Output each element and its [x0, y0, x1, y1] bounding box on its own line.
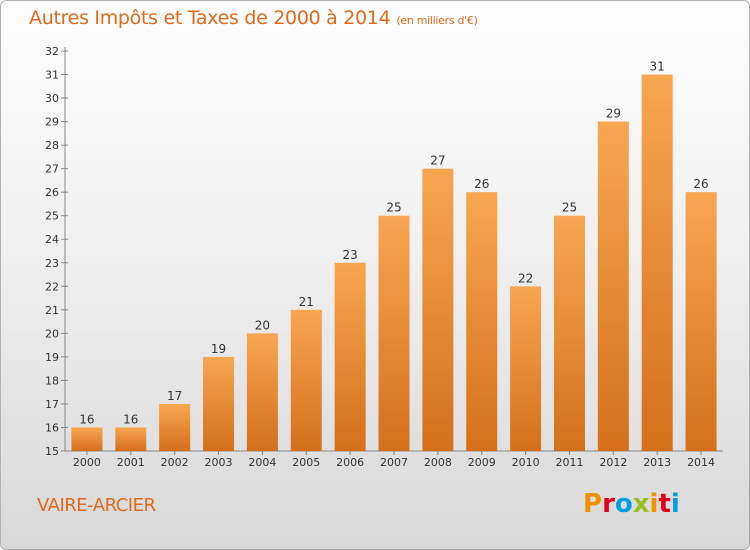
bar	[334, 262, 366, 451]
y-tick-label: 16	[45, 421, 59, 434]
x-tick-label: 2004	[248, 456, 276, 469]
x-tick-label: 2002	[161, 456, 189, 469]
bar-value-label: 23	[342, 248, 357, 262]
y-tick-label: 15	[45, 445, 59, 458]
chart-title: Autres Impôts et Taxes de 2000 à 2014 (en…	[29, 7, 478, 29]
bar	[553, 215, 585, 451]
y-tick-label: 31	[45, 69, 59, 82]
x-tick-label: 2005	[292, 456, 320, 469]
y-tick-label: 26	[45, 186, 59, 199]
bar-value-label: 17	[167, 389, 182, 403]
chart-title-text: Autres Impôts et Taxes de 2000 à 2014	[29, 7, 391, 29]
y-tick-label: 27	[45, 163, 59, 176]
x-tick-label: 2011	[555, 456, 583, 469]
x-tick-label: 2012	[599, 456, 627, 469]
bar	[290, 309, 322, 451]
bar	[597, 121, 629, 452]
y-tick-label: 18	[45, 374, 59, 387]
bar-value-label: 20	[255, 318, 270, 332]
bar-value-label: 25	[386, 201, 401, 215]
bar	[466, 192, 498, 452]
x-tick-label: 2014	[687, 456, 715, 469]
bar-value-label: 21	[299, 295, 314, 309]
chart-labels: 16 2000 16 2001 17 2002 19 2003 20 2004 21 2005 23 20…	[73, 60, 715, 469]
bar-value-label: 22	[518, 271, 533, 285]
y-tick-label: 29	[45, 116, 59, 129]
bar	[378, 215, 410, 451]
y-tick-label: 21	[45, 304, 59, 317]
bar	[159, 403, 191, 451]
x-tick-label: 2009	[468, 456, 496, 469]
bar-value-label: 27	[430, 154, 445, 168]
y-tick-label: 24	[45, 233, 59, 246]
bar	[71, 427, 103, 451]
x-tick-label: 2013	[643, 456, 671, 469]
y-tick-label: 19	[45, 351, 59, 364]
bar	[203, 356, 235, 451]
bar-value-label: 16	[79, 412, 94, 426]
y-tick-label: 25	[45, 210, 59, 223]
y-tick-label: 32	[45, 45, 59, 58]
y-tick-label: 17	[45, 398, 59, 411]
bar-value-label: 16	[123, 412, 138, 426]
x-tick-label: 2001	[117, 456, 145, 469]
bar-value-label: 31	[650, 60, 665, 74]
bar-value-label: 26	[474, 177, 489, 191]
bar-value-label: 25	[562, 201, 577, 215]
x-tick-label: 2010	[512, 456, 540, 469]
bar	[246, 333, 278, 451]
bar	[422, 168, 454, 451]
bar	[115, 427, 147, 451]
chart-bars	[71, 74, 717, 452]
bar	[641, 74, 673, 451]
chart-unit: (en milliers d'€)	[396, 14, 478, 27]
y-tick-label: 20	[45, 327, 59, 340]
bar-value-label: 29	[606, 107, 621, 121]
y-tick-label: 22	[45, 280, 59, 293]
y-tick-label: 23	[45, 257, 59, 270]
y-tick-label: 30	[45, 92, 59, 105]
commune-name: VAIRE-ARCIER	[37, 495, 156, 516]
y-tick-label: 28	[45, 139, 59, 152]
bar	[510, 286, 542, 451]
bar-value-label: 19	[211, 342, 226, 356]
x-tick-label: 2008	[424, 456, 452, 469]
bar-value-label: 26	[693, 177, 708, 191]
x-tick-label: 2007	[380, 456, 408, 469]
proxiti-logo: Proxiti	[583, 489, 680, 519]
x-tick-label: 2003	[205, 456, 233, 469]
bar	[685, 192, 717, 452]
x-tick-label: 2006	[336, 456, 364, 469]
x-tick-label: 2000	[73, 456, 101, 469]
